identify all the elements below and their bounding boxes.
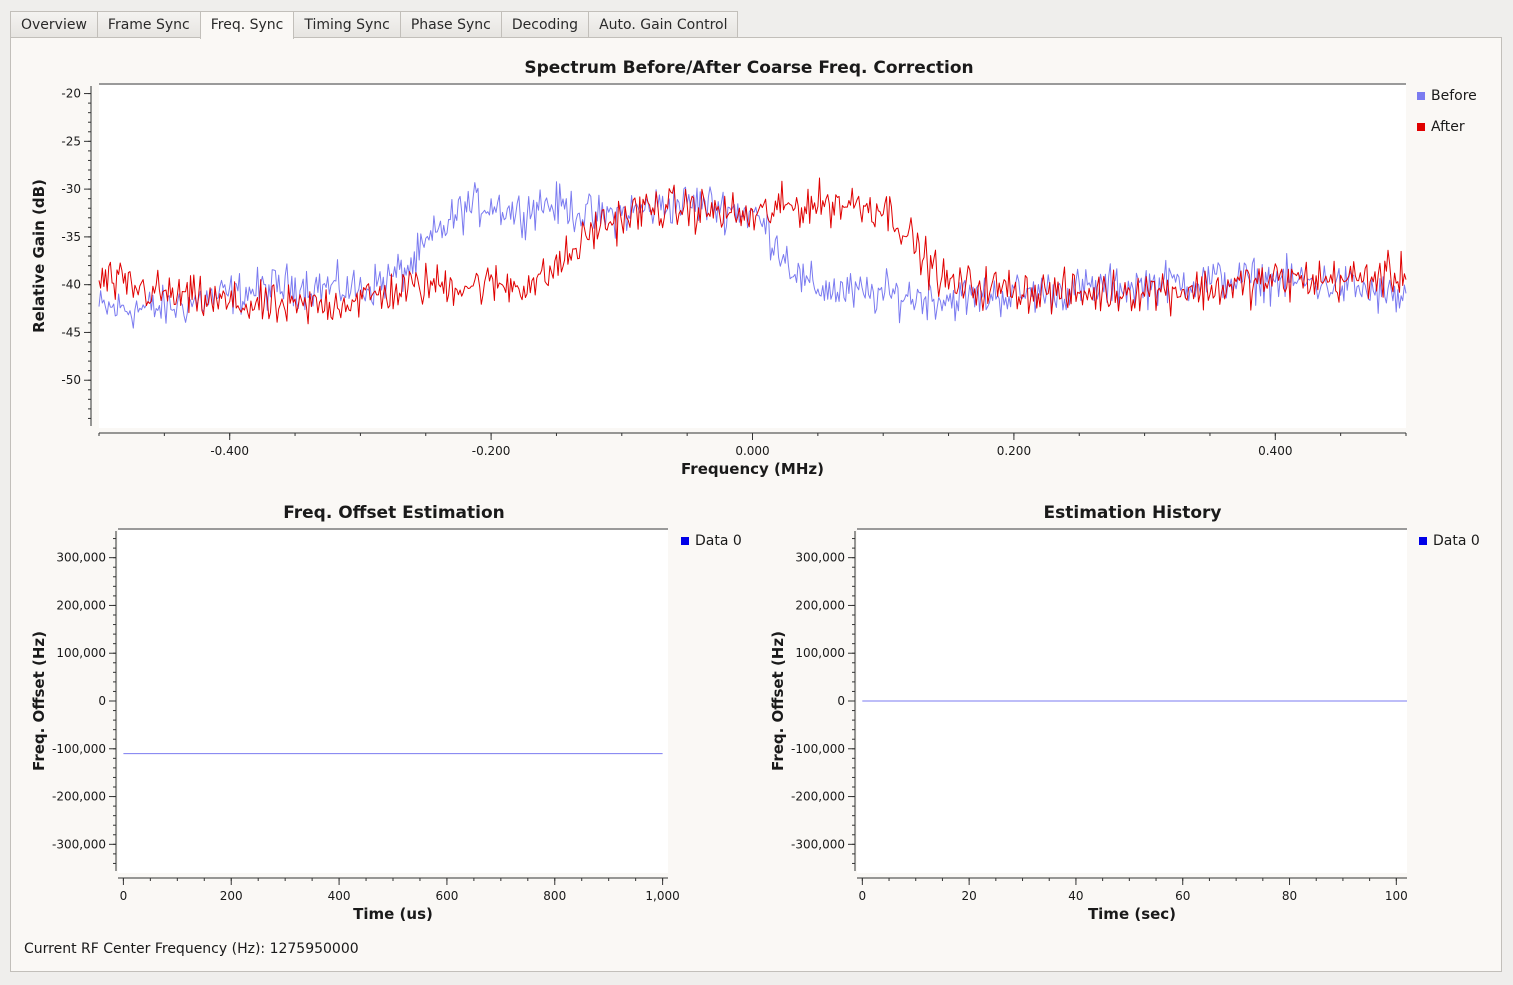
x-tick-label: 0.400 [1258,444,1292,458]
legend-label-data0: Data 0 [1433,533,1480,549]
tab-frame-sync[interactable]: Frame Sync [96,11,201,38]
estimation-history-chart-title: Estimation History [1043,503,1222,523]
y-tick-label: 200,000 [56,598,106,612]
y-tick-label: -300,000 [791,837,845,851]
x-tick-label: 60 [1175,889,1190,903]
legend-item-data0-history[interactable]: Data 0 [1419,533,1480,549]
y-tick-label: -100,000 [52,742,106,756]
legend-item-before[interactable]: Before [1417,88,1477,104]
y-tick-label: 0 [98,694,106,708]
tab-freq-sync[interactable]: Freq. Sync [199,11,295,39]
legend-swatch-data0 [1419,537,1427,545]
y-tick-label: -300,000 [52,837,106,851]
y-tick-label: 100,000 [795,646,845,660]
status-bar: Current RF Center Frequency (Hz): 127595… [24,941,359,957]
y-tick-label: 0 [837,694,845,708]
x-tick-label: 0 [120,889,128,903]
y-axis-title: Relative Gain (dB) [30,179,48,333]
y-axis-title: Freq. Offset (Hz) [30,631,48,771]
x-tick-label: 800 [543,889,566,903]
rf-center-frequency-label: Current RF Center Frequency (Hz): [24,941,266,957]
x-tick-label: 20 [961,889,976,903]
y-tick-label: 100,000 [56,646,106,660]
x-tick-label: 400 [328,889,351,903]
y-tick-label: -25 [61,134,81,148]
y-tick-label: -20 [61,87,81,101]
tab-bar: Overview Frame Sync Freq. Sync Timing Sy… [10,11,739,39]
x-tick-label: 0.000 [735,444,769,458]
legend-label-before: Before [1431,88,1477,104]
x-tick-label: -0.400 [210,444,249,458]
y-tick-label: -200,000 [791,790,845,804]
legend-item-data0-offset[interactable]: Data 0 [681,533,742,549]
x-tick-label: 600 [435,889,458,903]
y-tick-label: -50 [61,373,81,387]
x-tick-label: 40 [1068,889,1083,903]
x-tick-label: 1,000 [645,889,679,903]
y-tick-label: -40 [61,278,81,292]
y-tick-label: 300,000 [56,551,106,565]
x-tick-label: -0.200 [472,444,511,458]
rf-center-frequency-value: 1275950000 [269,941,359,957]
x-axis-title: Time (us) [353,905,433,923]
x-tick-label: 0.200 [997,444,1031,458]
spectrum-chart-title: Spectrum Before/After Coarse Freq. Corre… [524,58,974,78]
y-axis-title: Freq. Offset (Hz) [769,631,787,771]
legend-item-after[interactable]: After [1417,119,1465,135]
x-tick-label: 100 [1385,889,1408,903]
y-tick-label: -30 [61,182,81,196]
legend-label-after: After [1431,119,1465,135]
plot-canvas [118,529,668,873]
plot-canvas [99,84,1406,428]
y-tick-label: 200,000 [795,598,845,612]
x-axis-title: Frequency (MHz) [681,460,824,478]
legend-swatch-data0 [681,537,689,545]
legend-swatch-before [1417,92,1425,100]
x-tick-label: 200 [220,889,243,903]
y-tick-label: -200,000 [52,790,106,804]
x-tick-label: 80 [1282,889,1297,903]
x-axis-title: Time (sec) [1088,905,1176,923]
tab-decoding[interactable]: Decoding [500,11,590,38]
y-tick-label: -35 [61,230,81,244]
tab-auto-gain-control[interactable]: Auto. Gain Control [588,11,739,38]
freq-offset-chart-title: Freq. Offset Estimation [283,503,505,523]
series-line-after [98,177,1407,325]
tab-phase-sync[interactable]: Phase Sync [399,11,502,38]
y-tick-label: -100,000 [791,742,845,756]
legend-swatch-after [1417,123,1425,131]
tab-timing-sync[interactable]: Timing Sync [293,11,401,38]
legend-label-data0: Data 0 [695,533,742,549]
x-tick-label: 0 [859,889,867,903]
y-tick-label: -45 [61,325,81,339]
y-tick-label: 300,000 [795,551,845,565]
tab-overview[interactable]: Overview [10,11,98,38]
